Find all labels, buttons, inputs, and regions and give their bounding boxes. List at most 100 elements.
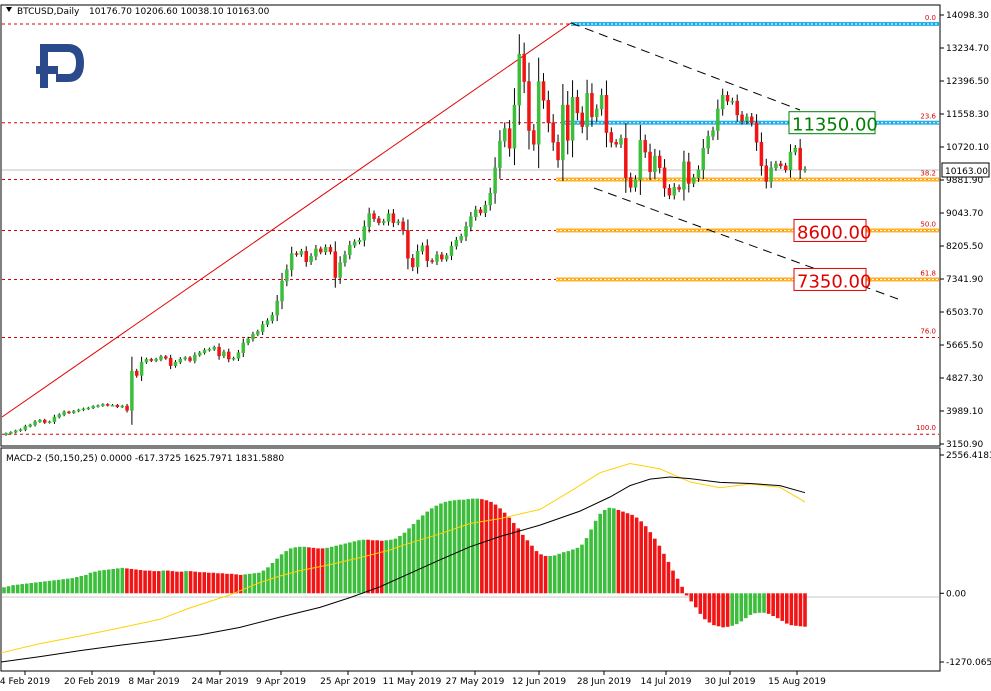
time-tick-label: 14 Jul 2019: [641, 677, 692, 687]
candle-body: [236, 352, 241, 359]
candle-body: [18, 429, 23, 431]
candle-body: [561, 104, 565, 161]
macd-hist-bar: [143, 570, 147, 594]
macd-hist-bar: [757, 593, 762, 613]
macd-hist-bar: [794, 593, 798, 626]
macd-hist-bar: [607, 507, 612, 594]
macd-hist-bar: [138, 570, 143, 594]
macd-hist-bar: [498, 508, 502, 594]
candle-body: [425, 245, 430, 261]
candle-body: [86, 407, 91, 410]
price-labels: 11350.00 8600.00 7350.00: [788, 111, 878, 292]
upper-trendline[interactable]: [570, 22, 801, 111]
candle-body: [527, 81, 531, 131]
candle-body: [139, 361, 144, 376]
macd-hist-bar: [43, 581, 47, 594]
current-price-tag: 10163.00: [941, 162, 990, 178]
time-axis: 4 Feb 2019 20 Feb 2019 8 Mar 2019 24 Mar 20…: [0, 671, 826, 687]
candle-body: [638, 140, 643, 180]
time-tick-label: 11 May 2019: [383, 677, 442, 687]
fib-level-label: 76.0: [920, 327, 936, 335]
macd-hist-bar: [2, 587, 6, 594]
candle-body: [532, 130, 536, 145]
macd-hist-bar: [389, 539, 393, 594]
candle-body: [81, 408, 86, 411]
price-tick-label: 3989.10: [946, 407, 983, 417]
candle-body: [270, 314, 275, 321]
candle-body: [96, 405, 100, 407]
macd-hist-bar: [734, 593, 739, 625]
price-tick-label: 6503.70: [946, 308, 983, 318]
macd-hist-bar: [15, 584, 20, 594]
candle-body: [483, 204, 488, 214]
macd-hist-bar: [338, 544, 343, 594]
macd-tick-label: -1270.0652: [946, 658, 991, 668]
macd-hist-bar: [52, 580, 56, 594]
candle-body: [740, 114, 744, 121]
fib-diagonal-line: [1, 22, 572, 418]
macd-hist-bar: [789, 593, 794, 626]
candle-body: [657, 155, 662, 169]
candle-body: [285, 269, 289, 282]
macd-hist-bar: [288, 548, 293, 594]
time-tick-label: 9 Apr 2019: [256, 677, 306, 687]
candle-body: [619, 138, 623, 145]
macd-hist-bar: [298, 546, 302, 594]
lower-trendline[interactable]: [593, 187, 899, 300]
candle-body: [420, 245, 425, 252]
macd-hist-bar: [448, 500, 452, 594]
macd-hist-bar: [79, 575, 84, 594]
fib-level-label: 61.8: [920, 269, 936, 277]
macd-hist-bar: [489, 501, 493, 594]
macd-hist-bar: [589, 529, 593, 594]
price-tick-label: 13234.70: [946, 44, 989, 54]
macd-hist-bar: [580, 544, 584, 594]
candle-body: [444, 255, 449, 260]
candle-body: [570, 96, 575, 141]
candle-body: [662, 167, 667, 189]
candle-body: [348, 245, 352, 256]
macd-hist-bar: [311, 547, 316, 594]
candle-body: [614, 142, 618, 145]
candle-body: [730, 100, 735, 103]
macd-hist-bar: [384, 540, 389, 594]
candle-body: [144, 359, 149, 363]
candle-body: [72, 410, 76, 413]
macd-hist-bar: [34, 582, 38, 594]
candle-body: [788, 151, 793, 170]
macd-tick-label: 0.00: [946, 589, 966, 599]
macd-hist-bar: [29, 583, 34, 594]
macd-hist-bar: [152, 571, 156, 594]
macd-hist-bar: [639, 521, 643, 594]
candle-body: [711, 130, 715, 137]
candle-body: [401, 221, 405, 231]
macd-hist-bar: [530, 545, 534, 594]
candle-body: [241, 342, 246, 353]
macd-hist-bar: [88, 572, 93, 594]
macd-hist-bar: [548, 555, 552, 594]
candle-body: [503, 128, 507, 142]
candle-body: [275, 300, 279, 316]
candle-body: [512, 104, 517, 149]
candle-body: [4, 433, 8, 436]
macd-hist-bar: [434, 505, 439, 594]
candle-body: [551, 122, 555, 143]
candle-body: [9, 432, 13, 434]
macd-hist-bar: [593, 520, 598, 594]
macd-hist-bar: [65, 578, 70, 594]
time-tick-label: 20 Feb 2019: [64, 677, 120, 687]
candle-body: [459, 236, 463, 241]
price-label-box: [793, 267, 867, 291]
macd-hist-bar: [234, 574, 238, 594]
candle-body: [168, 357, 173, 366]
macd-hist-bar: [634, 517, 639, 594]
macd-hist-bar: [707, 593, 712, 623]
macd-hist-bar: [803, 593, 807, 627]
candle-body: [798, 147, 802, 170]
macd-hist-bar: [571, 549, 575, 594]
macd-hist-bar: [771, 593, 775, 617]
candle-body: [328, 247, 333, 252]
candle-body: [774, 163, 778, 169]
candle-body: [682, 161, 686, 190]
price-tick-label: 11558.30: [946, 110, 989, 120]
